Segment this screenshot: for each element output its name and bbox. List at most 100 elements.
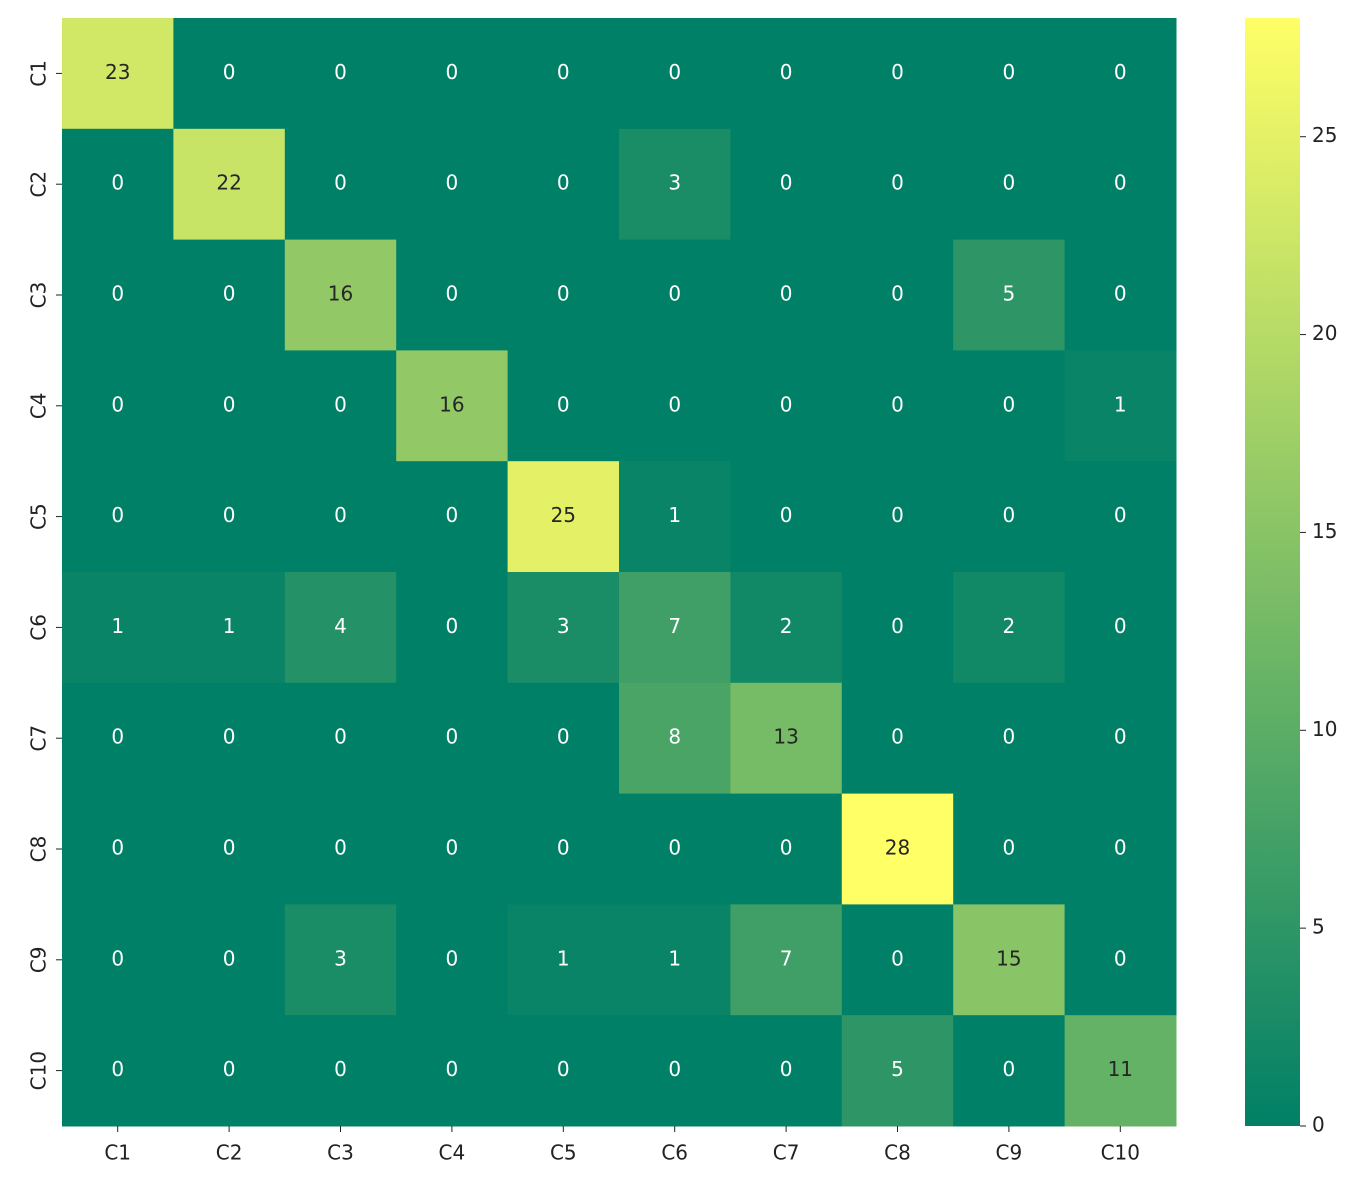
heatmap-cell <box>841 350 954 462</box>
cell-label: 2 <box>1003 614 1016 638</box>
heatmap-cell <box>1064 128 1177 241</box>
heatmap-cell <box>284 128 397 241</box>
heatmap-cell <box>953 572 1066 684</box>
heatmap-cell <box>396 1015 509 1127</box>
y-tick-label: C4 <box>27 392 51 419</box>
heatmap-cell <box>173 793 286 905</box>
heatmap-cell <box>507 682 620 795</box>
colorbar-tick-label: 10 <box>1312 717 1337 741</box>
cell-label: 0 <box>557 725 570 749</box>
y-tick-label: C1 <box>27 60 51 87</box>
cell-label: 7 <box>780 946 793 970</box>
cell-label: 0 <box>1114 836 1127 860</box>
heatmap-cell <box>1064 1015 1177 1127</box>
heatmap-cell <box>841 572 954 684</box>
y-tick-label: C10 <box>27 1051 51 1090</box>
cell-label: 0 <box>1003 60 1016 84</box>
heatmap-cell <box>730 682 843 795</box>
heatmap-cell <box>284 682 397 795</box>
heatmap-cell <box>841 904 954 1016</box>
cell-label: 0 <box>223 503 236 527</box>
heatmap-cell <box>62 18 174 130</box>
cell-label: 0 <box>446 1057 459 1081</box>
cell-label: 0 <box>334 60 347 84</box>
heatmap-cell <box>173 1015 286 1127</box>
heatmap-cell <box>841 128 954 241</box>
x-tick-label: C6 <box>661 1141 688 1165</box>
heatmap-cell <box>284 572 397 684</box>
heatmap-cell <box>284 18 397 130</box>
cell-label: 25 <box>551 503 576 527</box>
heatmap-cell <box>619 350 731 462</box>
cell-label: 0 <box>1003 1057 1016 1081</box>
heatmap-cell <box>619 461 731 573</box>
cell-label: 0 <box>334 503 347 527</box>
cell-label: 0 <box>223 725 236 749</box>
cell-label: 0 <box>780 836 793 860</box>
heatmap-cell <box>953 461 1066 573</box>
cell-label: 0 <box>111 392 124 416</box>
heatmap-cell <box>730 572 843 684</box>
cell-label: 0 <box>1003 836 1016 860</box>
heatmap-cell <box>396 793 509 905</box>
cell-label: 1 <box>111 614 124 638</box>
cell-label: 0 <box>891 725 904 749</box>
colorbar-tick-label: 0 <box>1312 1113 1325 1137</box>
cell-label: 23 <box>105 60 130 84</box>
cell-label: 0 <box>446 614 459 638</box>
cell-label: 0 <box>557 171 570 195</box>
heatmap-cell <box>396 904 509 1016</box>
colorbar-tick-label: 15 <box>1312 519 1337 543</box>
heatmap-cell <box>173 350 286 462</box>
cell-label: 1 <box>557 946 570 970</box>
heatmap-cell <box>841 461 954 573</box>
y-tick-label: C7 <box>27 725 51 752</box>
cell-label: 11 <box>1108 1057 1133 1081</box>
heatmap-cell <box>284 239 397 351</box>
heatmap-cell <box>953 904 1066 1016</box>
cell-label: 0 <box>780 1057 793 1081</box>
cell-label: 0 <box>223 946 236 970</box>
cell-label: 0 <box>891 392 904 416</box>
cell-label: 16 <box>439 392 464 416</box>
cell-label: 4 <box>334 614 347 638</box>
colorbar-tick-label: 25 <box>1312 123 1337 147</box>
heatmap-cell <box>173 18 286 130</box>
cell-label: 13 <box>773 725 798 749</box>
colorbar <box>1245 18 1300 1126</box>
heatmap-cell <box>62 461 174 573</box>
cell-label: 16 <box>328 282 353 306</box>
heatmap-cell <box>62 128 174 241</box>
y-tick-label: C8 <box>27 836 51 863</box>
heatmap-cell <box>619 572 731 684</box>
cell-label: 0 <box>780 392 793 416</box>
cell-label: 15 <box>996 946 1021 970</box>
x-tick-label: C1 <box>104 1141 131 1165</box>
cell-label: 0 <box>668 60 681 84</box>
heatmap-cell <box>730 461 843 573</box>
cell-label: 0 <box>1114 946 1127 970</box>
cell-label: 1 <box>1114 392 1127 416</box>
cell-label: 0 <box>1114 60 1127 84</box>
heatmap-cell <box>396 682 509 795</box>
y-tick-label: C3 <box>27 282 51 309</box>
cell-label: 5 <box>1003 282 1016 306</box>
heatmap-cell <box>730 18 843 130</box>
cell-label: 0 <box>446 503 459 527</box>
cell-label: 0 <box>334 1057 347 1081</box>
heatmap-cell <box>284 904 397 1016</box>
cell-label: 0 <box>891 503 904 527</box>
heatmap-cell <box>953 239 1066 351</box>
cell-label: 0 <box>780 60 793 84</box>
cell-label: 0 <box>891 282 904 306</box>
x-tick-label: C10 <box>1101 1141 1140 1165</box>
cell-label: 0 <box>223 1057 236 1081</box>
heatmap-cell <box>619 682 731 795</box>
heatmap-cell <box>619 1015 731 1127</box>
colorbar-tick-label: 5 <box>1312 915 1325 939</box>
heatmap-cell <box>507 239 620 351</box>
y-tick-label: C9 <box>27 946 51 973</box>
heatmap-cell <box>1064 793 1177 905</box>
x-tick-label: C8 <box>884 1141 911 1165</box>
cell-label: 0 <box>111 725 124 749</box>
